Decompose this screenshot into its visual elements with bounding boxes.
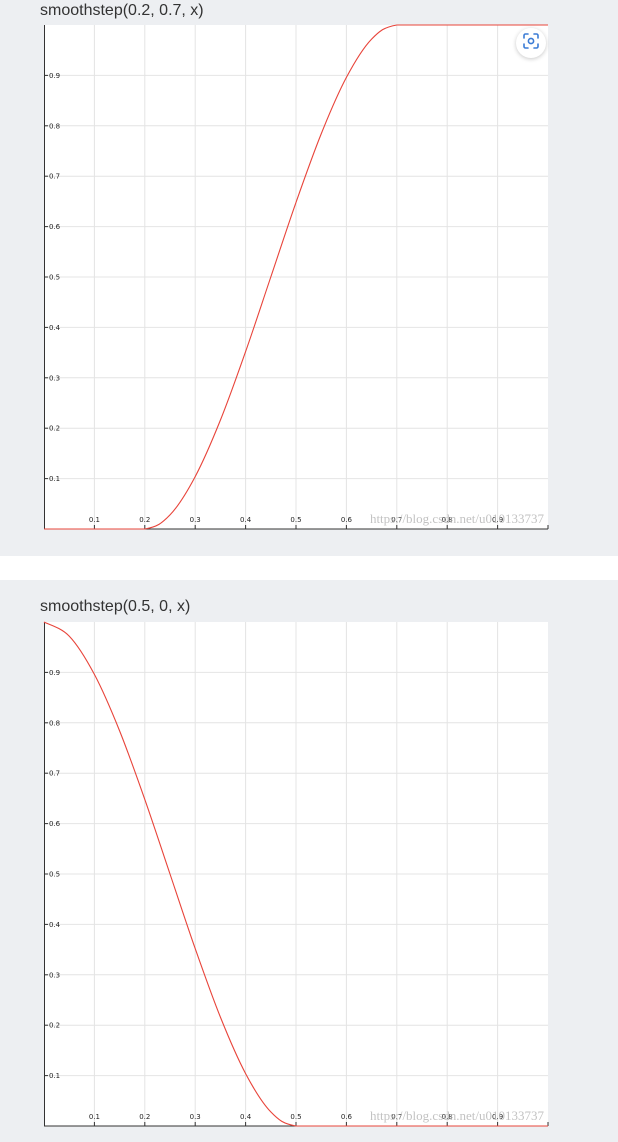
panel-separator: [0, 556, 618, 580]
y-tick-label: 0.7: [49, 770, 60, 778]
chart-title-1: smoothstep(0.2, 0.7, x): [40, 2, 204, 19]
y-tick-label: 0.5: [49, 871, 60, 879]
y-tick-label: 0.5: [49, 274, 60, 282]
x-tick-label: 0.3: [190, 516, 201, 524]
y-tick-label: 0.9: [49, 72, 60, 80]
x-tick-label: 0.2: [139, 1113, 150, 1121]
y-tick-label: 0.2: [49, 1022, 60, 1030]
watermark-text: https://blog.csdn.net/u010133737: [370, 1108, 545, 1123]
x-tick-label: 0.5: [290, 1113, 301, 1121]
watermark-text: https://blog.csdn.net/u010133737: [370, 511, 545, 526]
y-tick-label: 0.4: [49, 921, 61, 929]
x-tick-label: 0.6: [341, 516, 353, 524]
x-tick-label: 0.4: [240, 516, 252, 524]
x-tick-label: 0.8: [442, 516, 453, 524]
y-tick-label: 0.9: [49, 669, 60, 677]
camera-scan-icon: [523, 32, 539, 54]
x-tick-label: 0.9: [492, 1113, 503, 1121]
x-tick-label: 0.4: [240, 1113, 252, 1121]
y-tick-label: 0.8: [49, 719, 60, 727]
x-tick-label: 0.1: [89, 516, 100, 524]
x-tick-label: 0.5: [290, 516, 301, 524]
x-tick-label: 0.1: [89, 1113, 100, 1121]
screenshot-button[interactable]: [516, 28, 546, 58]
series-line: [43, 621, 548, 1127]
x-tick-label: 0.9: [492, 516, 503, 524]
x-tick-label: 0.7: [391, 1113, 402, 1121]
chart-2-svg: 0.1 0.2 0.3 0.4 0.5 0.6 0.7 0.8 0.9 0.1 0.2 0.3 0.4 0…: [43, 621, 549, 1127]
chart-panel-2: smoothstep(0.5, 0, x) 0.1 0.2 0.3 0.4 0.5 0.6…: [0, 580, 618, 1142]
y-tick-label: 0.4: [49, 324, 61, 332]
y-tick-label: 0.1: [49, 1072, 60, 1080]
x-tick-label: 0.2: [139, 516, 150, 524]
y-tick-label: 0.8: [49, 122, 60, 130]
plot-area-2: 0.1 0.2 0.3 0.4 0.5 0.6 0.7 0.8 0.9 0.1 0.2 0.3 0.4 0…: [43, 621, 549, 1127]
series-line: [44, 24, 548, 530]
x-tick-label: 0.6: [341, 1113, 353, 1121]
y-tick-label: 0.3: [49, 971, 60, 979]
x-tick-label: 0.3: [190, 1113, 201, 1121]
chart-1-svg: 0.1 0.2 0.3 0.4 0.5 0.6 0.7 0.8 0.9 0.1 0.2 0.3 0.4 0…: [44, 24, 549, 530]
y-tick-label: 0.2: [49, 425, 60, 433]
x-tick-label: 0.8: [442, 1113, 453, 1121]
y-tick-label: 0.6: [49, 223, 61, 231]
y-tick-label: 0.6: [49, 820, 61, 828]
y-tick-label: 0.7: [49, 173, 60, 181]
chart-panel-1: smoothstep(0.2, 0.7, x) 0.1 0.2 0.3 0.4 0.5 0…: [0, 0, 618, 556]
plot-area-1: 0.1 0.2 0.3 0.4 0.5 0.6 0.7 0.8 0.9 0.1 0.2 0.3 0.4 0…: [44, 24, 549, 530]
x-tick-label: 0.7: [391, 516, 402, 524]
y-tick-label: 0.1: [49, 475, 60, 483]
y-tick-label: 0.3: [49, 374, 60, 382]
chart-title-2: smoothstep(0.5, 0, x): [40, 598, 191, 615]
